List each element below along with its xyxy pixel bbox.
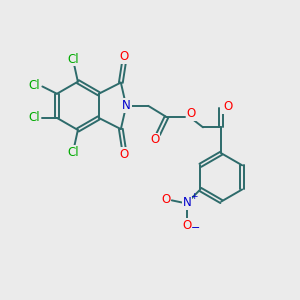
Text: O: O	[161, 193, 170, 206]
Text: O: O	[223, 100, 232, 113]
Text: O: O	[120, 148, 129, 161]
Text: Cl: Cl	[28, 111, 40, 124]
Text: +: +	[190, 192, 197, 201]
Text: Cl: Cl	[28, 79, 40, 92]
Text: N: N	[122, 99, 131, 112]
Text: O: O	[150, 134, 159, 146]
Text: Cl: Cl	[67, 52, 79, 65]
Text: Cl: Cl	[67, 146, 79, 159]
Text: −: −	[191, 223, 200, 233]
Text: O: O	[182, 219, 192, 232]
Text: N: N	[183, 196, 191, 209]
Text: O: O	[187, 107, 196, 120]
Text: O: O	[120, 50, 129, 64]
